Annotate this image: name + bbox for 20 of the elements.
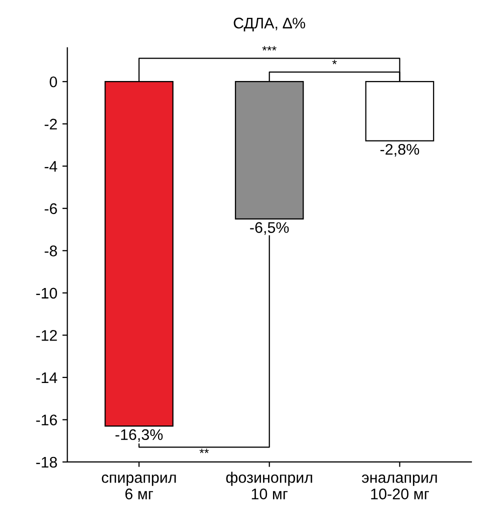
y-tick-label: -6: [44, 203, 57, 214]
annotation: **: [200, 448, 209, 454]
x-tick-label: спираприл 6 мг: [102, 474, 176, 500]
y-tick-label: -16: [36, 414, 57, 426]
y-tick-label: -2: [44, 118, 57, 130]
annotation: *: [332, 60, 337, 64]
y-tick-label: -10: [36, 288, 58, 299]
y-tick-label: 0: [50, 76, 58, 88]
data-label: -6,5%: [250, 222, 289, 235]
chart-title: СДЛА, ∆%: [234, 18, 306, 32]
x-tick-label: фозиноприл 10 мг: [226, 472, 312, 500]
y-tick-label: -14: [36, 372, 58, 383]
y-tick-label: -18: [36, 456, 57, 468]
y-tick-label: -8: [44, 246, 57, 256]
data-label: -16,3%: [116, 429, 163, 442]
data-label: -2,8%: [380, 144, 420, 157]
y-tick-label: -4: [44, 161, 58, 172]
y-tick-label: -12: [36, 330, 57, 341]
x-tick-label: эналаприл 10-20 мг: [362, 474, 437, 500]
annotation: ***: [262, 46, 276, 50]
